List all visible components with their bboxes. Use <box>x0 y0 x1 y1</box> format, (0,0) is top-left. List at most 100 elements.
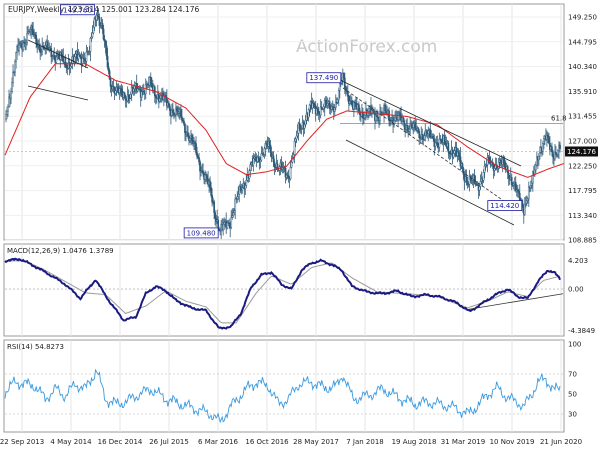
candle-body <box>102 28 105 40</box>
candle-body <box>466 181 469 185</box>
price-annotation-box <box>60 4 95 16</box>
candle-body <box>8 96 10 107</box>
wedge-upper-line <box>27 39 89 69</box>
candle-body <box>116 86 119 90</box>
candle-body <box>382 112 384 114</box>
macd-plot <box>4 257 564 330</box>
moving-average-line <box>4 63 565 178</box>
candle-body <box>74 53 77 58</box>
candle-body <box>99 24 102 27</box>
candle-body <box>28 31 30 33</box>
candle-body <box>104 41 107 46</box>
candle-body <box>112 86 115 90</box>
candle-body <box>372 109 374 112</box>
candle-body <box>295 135 298 140</box>
candle-body <box>124 96 127 101</box>
candle-body <box>440 139 443 141</box>
candle-body <box>232 212 235 216</box>
price-tick-label: 117.795 <box>568 187 597 195</box>
candle-body <box>280 162 283 170</box>
candle-body <box>257 156 260 159</box>
rsi-tick-label: 100 <box>568 341 581 349</box>
candle-body <box>88 51 91 53</box>
candle-body <box>294 138 297 142</box>
candle-body <box>473 175 476 184</box>
candle-body <box>256 156 259 162</box>
candle-body <box>73 56 76 62</box>
candle-body <box>14 61 16 73</box>
candle-body <box>423 135 426 140</box>
candle-body <box>524 202 527 205</box>
candle-body <box>296 133 299 137</box>
candle-body <box>93 18 96 28</box>
candle-body <box>358 104 360 111</box>
candle-body <box>349 100 351 104</box>
candle-body <box>538 155 540 161</box>
candle-body <box>79 55 82 57</box>
candle-body <box>402 117 404 122</box>
candle-body <box>507 172 510 179</box>
candle-body <box>516 189 519 192</box>
candle-body <box>198 157 200 163</box>
x-tick-label: 4 May 2014 <box>50 438 92 446</box>
candle-body <box>461 163 464 169</box>
candle-body <box>458 153 461 157</box>
candle-body <box>223 221 226 225</box>
candle-body <box>330 106 333 110</box>
candle-body <box>59 52 62 60</box>
candle-body <box>439 138 442 141</box>
candle-body <box>485 164 488 166</box>
candle-body <box>531 171 534 184</box>
candle-body <box>499 159 502 163</box>
candle-body <box>384 105 386 112</box>
candle-body <box>351 100 353 105</box>
candle-body <box>394 116 396 121</box>
candle-body <box>526 198 529 201</box>
candle-body <box>237 193 240 197</box>
candle-body <box>465 176 468 182</box>
symbol-separator: , <box>35 5 37 14</box>
price-tick-label: 122.250 <box>568 162 597 170</box>
candle-body <box>196 152 198 157</box>
candle-body <box>377 116 379 119</box>
candle-body <box>493 168 496 171</box>
candle-body <box>355 102 357 107</box>
candle-body <box>447 142 450 153</box>
candle-body <box>281 167 284 170</box>
candle-body <box>252 158 255 166</box>
candle-body <box>482 172 485 181</box>
rsi-tick-label: 30 <box>568 411 577 419</box>
price-annotation-label: 149.760 <box>63 6 92 14</box>
candle-body <box>103 39 106 42</box>
candle-body <box>158 98 161 102</box>
candle-body <box>511 184 514 186</box>
candle-body <box>204 174 206 180</box>
rsi-label: RSI(14) 54.8273 <box>7 343 64 351</box>
candle-body <box>120 88 123 95</box>
candle-body <box>418 131 421 138</box>
candle-body <box>429 129 432 138</box>
candle-body <box>408 128 411 132</box>
candle-body <box>403 120 405 127</box>
candle-body <box>421 134 424 139</box>
candle-body <box>231 215 234 218</box>
candle-body <box>333 107 336 112</box>
candle-body <box>85 51 88 62</box>
candle-body <box>312 103 315 105</box>
candle-body <box>456 151 459 156</box>
x-tick-label: 28 May 2017 <box>293 438 339 446</box>
candle-body <box>338 82 341 91</box>
candle-body <box>25 42 27 44</box>
candle-body <box>182 120 184 122</box>
candle-body <box>468 176 471 185</box>
candle-body <box>264 143 267 149</box>
candle-body <box>502 158 505 163</box>
candle-body <box>11 82 13 92</box>
candle-body <box>241 187 244 191</box>
candle-body <box>434 142 437 147</box>
candle-body <box>70 63 73 67</box>
candle-body <box>10 91 12 99</box>
candle-body <box>50 48 53 58</box>
candle-body <box>187 132 189 137</box>
candle-body <box>444 140 447 145</box>
